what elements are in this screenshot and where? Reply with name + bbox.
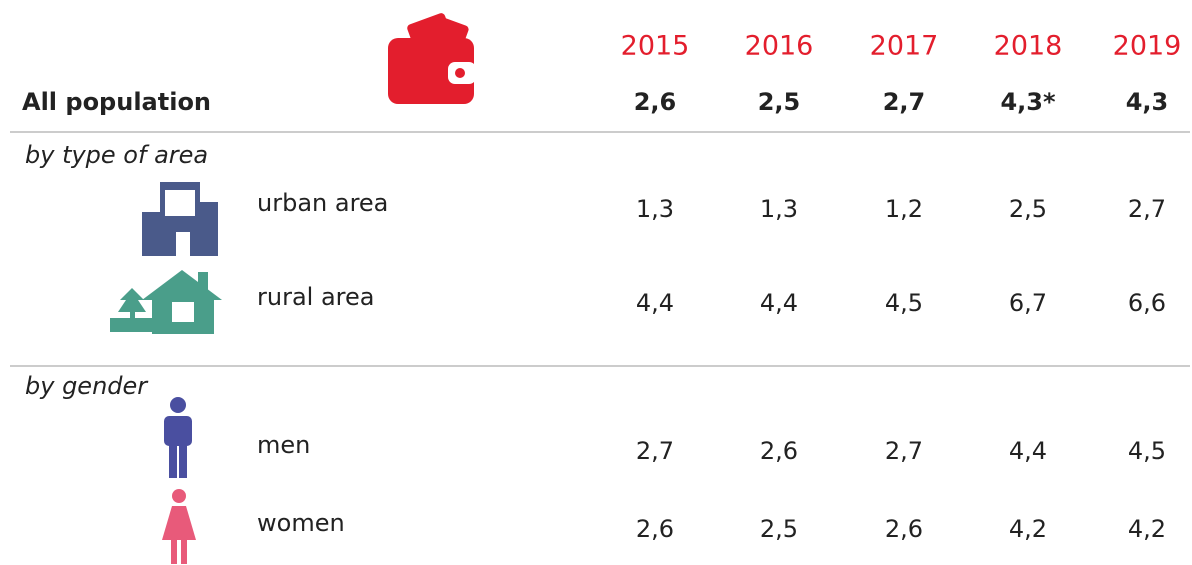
cell-value: 4,4	[1009, 437, 1047, 465]
cell-value: 2,6	[636, 515, 674, 543]
row-label: urban area	[257, 189, 388, 217]
cell-value: 2,7	[885, 437, 923, 465]
year-header: 2018	[994, 31, 1063, 62]
cell-value: 2,7	[1128, 195, 1166, 223]
woman-icon	[162, 489, 196, 564]
cell-value: 6,6	[1128, 289, 1166, 317]
cell-value: 4,2	[1128, 515, 1166, 543]
cell-value: 2,5	[760, 515, 798, 543]
buildings-icon	[142, 182, 218, 256]
year-header: 2015	[621, 31, 690, 62]
year-header: 2019	[1113, 31, 1182, 62]
group-title: by type of area	[25, 141, 208, 169]
cell-value: 2,6	[760, 437, 798, 465]
cell-value: 4,5	[1128, 437, 1166, 465]
cell-value: 1,3	[636, 195, 674, 223]
cell-value: 1,2	[885, 195, 923, 223]
wallet-icon	[388, 13, 476, 104]
cell-value: 4,5	[885, 289, 923, 317]
man-icon	[164, 397, 192, 478]
group-title: by gender	[25, 372, 149, 400]
total-value: 2,5	[758, 88, 801, 116]
year-header: 2017	[870, 31, 939, 62]
cell-value: 2,7	[636, 437, 674, 465]
row-label: men	[257, 431, 310, 459]
cell-value: 4,4	[760, 289, 798, 317]
house-icon	[110, 270, 222, 334]
total-value: 4,3*	[1000, 88, 1056, 116]
total-value: 4,3	[1126, 88, 1169, 116]
row-label: women	[257, 509, 345, 537]
cell-value: 1,3	[760, 195, 798, 223]
cell-value: 4,2	[1009, 515, 1047, 543]
total-label: All population	[22, 88, 211, 116]
cell-value: 4,4	[636, 289, 674, 317]
total-value: 2,7	[883, 88, 926, 116]
cell-value: 2,6	[885, 515, 923, 543]
cell-value: 2,5	[1009, 195, 1047, 223]
row-label: rural area	[257, 283, 374, 311]
year-header: 2016	[745, 31, 814, 62]
total-value: 2,6	[634, 88, 677, 116]
cell-value: 6,7	[1009, 289, 1047, 317]
